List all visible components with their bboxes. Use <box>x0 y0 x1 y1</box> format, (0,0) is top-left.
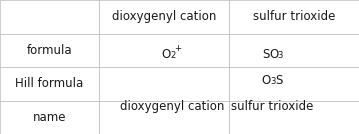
Bar <box>0 0 99 34</box>
Text: dioxygenyl cation: dioxygenyl cation <box>112 10 216 23</box>
Bar <box>229 34 359 67</box>
Bar <box>99 0 229 34</box>
Text: O: O <box>262 74 271 87</box>
Bar <box>0 100 99 134</box>
Text: 2: 2 <box>170 51 176 60</box>
Text: sulfur trioxide: sulfur trioxide <box>232 100 314 113</box>
Text: +: + <box>174 44 182 53</box>
Bar <box>229 100 359 134</box>
Text: 3: 3 <box>270 77 275 86</box>
Bar <box>99 34 229 67</box>
Text: S: S <box>263 48 270 61</box>
Text: O: O <box>162 48 171 61</box>
Bar <box>99 100 229 134</box>
Text: name: name <box>33 111 66 124</box>
Bar <box>0 67 99 100</box>
Bar <box>0 34 99 67</box>
Bar <box>229 0 359 34</box>
Text: formula: formula <box>27 44 72 57</box>
Bar <box>99 67 229 100</box>
Bar <box>229 67 359 100</box>
Text: O: O <box>269 48 278 61</box>
Text: sulfur trioxide: sulfur trioxide <box>253 10 335 23</box>
Text: 3: 3 <box>277 51 283 60</box>
Text: dioxygenyl cation: dioxygenyl cation <box>120 100 224 113</box>
Text: S: S <box>275 74 283 87</box>
Text: Hill formula: Hill formula <box>15 77 84 90</box>
